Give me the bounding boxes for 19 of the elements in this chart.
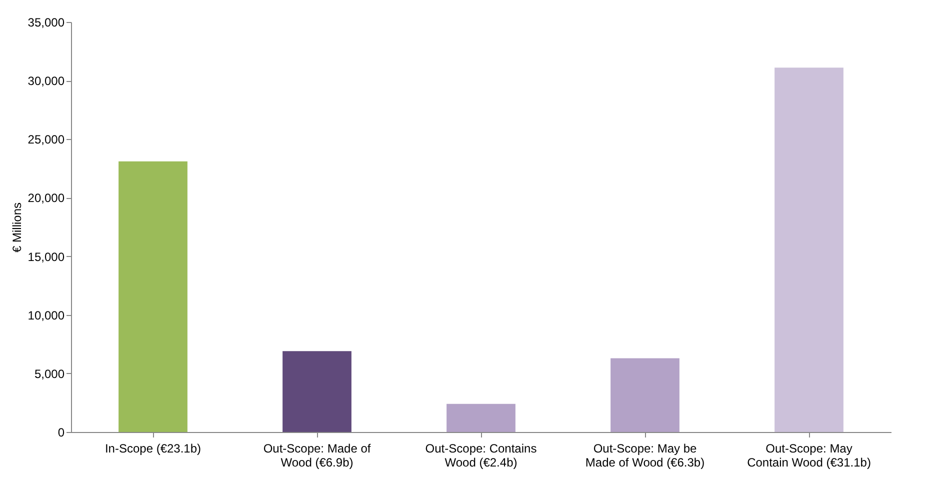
y-tick-label: 35,000 — [28, 16, 65, 30]
bar — [118, 161, 188, 432]
bar — [282, 351, 352, 432]
x-tick-label: Out-Scope: May be Made of Wood (€6.3b) — [585, 442, 705, 470]
x-tick-label: Out-Scope: Made of Wood (€6.9b) — [263, 442, 372, 470]
x-tick-label: In-Scope (€23.1b) — [104, 442, 202, 456]
x-tick-label: Out-Scope: May Contain Wood (€31.1b) — [747, 442, 871, 470]
y-tick-label: 10,000 — [28, 308, 65, 322]
y-tick-label: 15,000 — [28, 250, 65, 264]
y-tick-label: 0 — [58, 426, 65, 440]
y-tick-label: 20,000 — [28, 191, 65, 206]
x-tick-label: Out-Scope: Contains Wood (€2.4b) — [425, 442, 537, 470]
y-tick-label: 25,000 — [28, 132, 65, 147]
bar — [446, 404, 516, 432]
y-tick-label: 5,000 — [34, 366, 65, 381]
bar — [774, 68, 844, 432]
y-tick-label: 30,000 — [28, 74, 65, 88]
y-axis-title: € Millions — [10, 202, 24, 253]
bar — [610, 358, 680, 432]
